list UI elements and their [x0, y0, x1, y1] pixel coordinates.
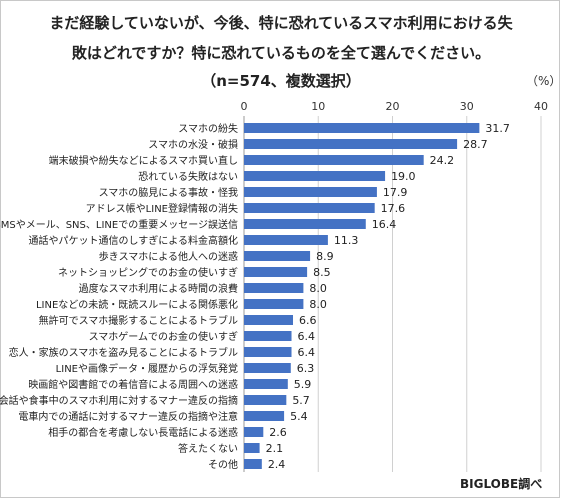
- category-label: 通話やパケット通信のしすぎによる料金高額化: [29, 234, 239, 247]
- bar: [244, 427, 264, 437]
- category-label: ネットショッピングでのお金の使いすぎ: [58, 266, 238, 279]
- value-labels: 31.7 28.7 24.2 19.0 17.9 17.6 16.4 11.38.9 8.5 8.…: [266, 122, 510, 471]
- data-label: 8.0: [309, 298, 327, 311]
- data-label: 11.3: [334, 234, 359, 247]
- bar: [244, 203, 375, 213]
- bar: [244, 315, 294, 325]
- data-label: 24.2: [430, 154, 455, 167]
- category-label: 過度なスマホ利用による時間の浪費: [79, 282, 238, 295]
- x-tick-label: 0: [241, 100, 248, 113]
- category-label: 映画館や図書館での着信音による周囲への迷惑: [28, 378, 238, 391]
- data-label: 2.1: [266, 442, 284, 455]
- x-tick-label: 30: [460, 100, 474, 113]
- bar: [244, 443, 260, 453]
- category-label: LINEなどの未読・既読スルーによる関係悪化: [36, 298, 238, 311]
- category-label: その他: [208, 458, 238, 471]
- x-tick-label: 20: [386, 100, 400, 113]
- category-label: 恋人・家族のスマホを盗み見ることによるトラブル: [9, 346, 238, 359]
- data-label: 16.4: [372, 218, 397, 231]
- bars: [244, 123, 480, 469]
- data-label: 6.6: [299, 314, 317, 327]
- data-label: 17.6: [381, 202, 406, 215]
- chart-title-line-3: （n=574、複数選択）: [201, 72, 361, 90]
- source-credit: BIGLOBE調べ: [460, 477, 543, 491]
- bar: [244, 299, 304, 309]
- data-label: 17.9: [383, 186, 408, 199]
- unit-label: （%）: [526, 74, 562, 88]
- bar: [244, 139, 458, 149]
- category-label: 答えたくない: [178, 442, 238, 455]
- data-label: 5.4: [290, 410, 308, 423]
- bar: [244, 155, 424, 165]
- data-label: 19.0: [391, 170, 416, 183]
- data-label: 6.4: [298, 330, 316, 343]
- category-labels: スマホの紛失スマホの水没・破損端末破損や紛失などによるスマホ買い直し恐れている失…: [0, 122, 238, 471]
- data-label: 5.7: [292, 394, 310, 407]
- category-label: LINEや画像データ・履歴からの浮気発覚: [56, 362, 238, 375]
- bar: [244, 411, 285, 421]
- category-label: スマホの紛失: [178, 122, 238, 135]
- x-tick-label: 40: [534, 100, 548, 113]
- bar: [244, 459, 262, 469]
- bar: [244, 395, 287, 405]
- bar: [244, 283, 304, 293]
- bar: [244, 171, 386, 181]
- data-label: 6.3: [297, 362, 315, 375]
- bar: [244, 235, 328, 245]
- category-label: 相手の都合を考慮しない長電話による迷惑: [48, 426, 238, 439]
- category-label: 無許可でスマホ撮影することによるトラブル: [39, 314, 238, 327]
- category-label: スマホの脇見による事故・怪我: [99, 186, 238, 199]
- bar: [244, 347, 292, 357]
- category-label: 電車内での通話に対するマナー違反の指摘や注意: [18, 410, 238, 423]
- bar: [244, 123, 480, 133]
- bar: [244, 267, 308, 277]
- bar: [244, 219, 366, 229]
- data-label: 8.9: [316, 250, 334, 263]
- data-label: 28.7: [463, 138, 488, 151]
- bar: [244, 363, 291, 373]
- data-label: 8.0: [309, 282, 327, 295]
- category-label: スマホの水没・破損: [148, 138, 238, 151]
- data-label: 5.9: [294, 378, 312, 391]
- x-axis-ticks: 0 10 20 30 40: [241, 100, 549, 113]
- x-tick-label: 10: [311, 100, 325, 113]
- category-label: アドレス帳やLINE登録情報の消失: [86, 202, 238, 215]
- bar: [244, 187, 377, 197]
- chart-title-line-1: まだ経験していないが、今後、特に恐れているスマホ利用における失: [49, 14, 513, 32]
- data-label: 8.5: [313, 266, 331, 279]
- category-label: SMSやメール、SNS、LINEでの重要メッセージ誤送信: [0, 218, 238, 231]
- data-label: 31.7: [485, 122, 510, 135]
- category-label: 恐れている失敗はない: [138, 170, 238, 183]
- category-label: スマホゲームでのお金の使いすぎ: [89, 330, 238, 343]
- bar: [244, 331, 292, 341]
- data-label: 6.4: [298, 346, 316, 359]
- category-label: 端末破損や紛失などによるスマホ買い直し: [49, 154, 238, 167]
- category-label: 歩きスマホによる他人への迷惑: [99, 250, 238, 263]
- chart-title-line-2: 敗はどれですか？特に恐れているものを全て選んでください。: [71, 44, 491, 62]
- bar: [244, 379, 288, 389]
- category-label: 会話や食事中のスマホ利用に対するマナー違反の指摘: [0, 394, 238, 407]
- data-label: 2.4: [268, 458, 286, 471]
- bar: [244, 251, 311, 261]
- data-label: 2.6: [269, 426, 287, 439]
